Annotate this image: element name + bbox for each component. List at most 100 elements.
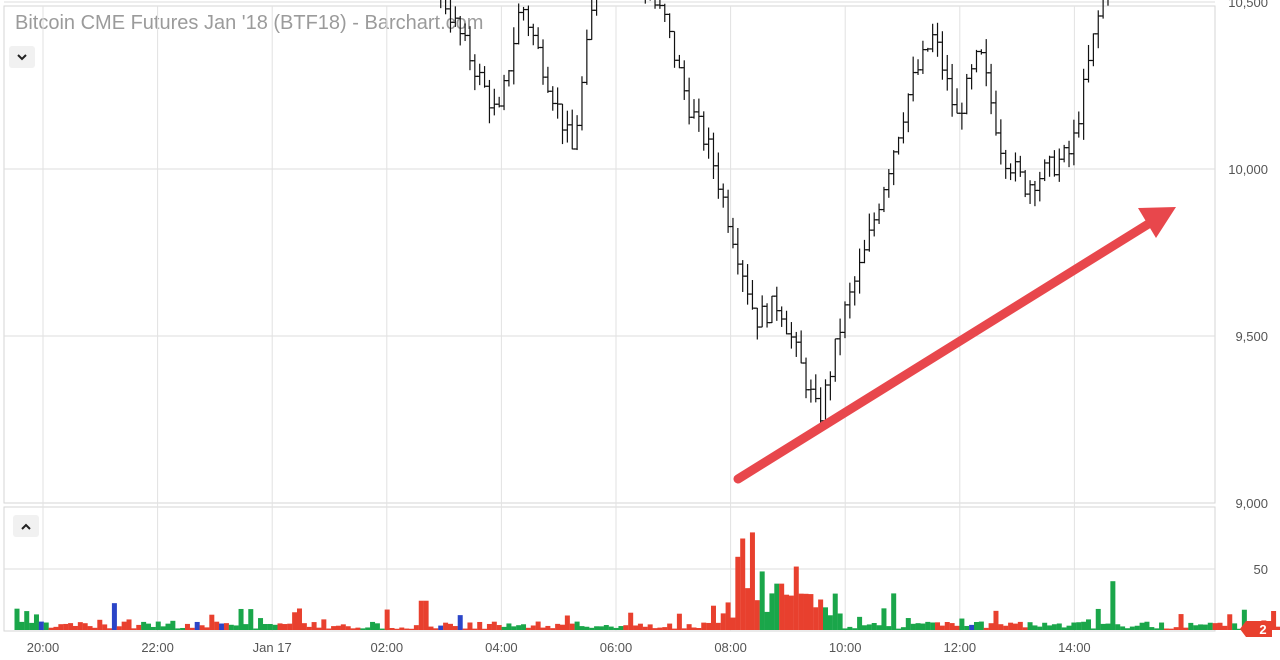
- volume-bar: [77, 622, 83, 630]
- volume-bar: [219, 623, 225, 630]
- ohlc-bar: [915, 59, 922, 75]
- volume-bar: [58, 624, 64, 630]
- volume-bar: [657, 627, 663, 630]
- volume-bar: [998, 624, 1004, 630]
- volume-bar: [779, 583, 785, 630]
- time-tick-label: Jan 17: [253, 640, 292, 655]
- volume-bar: [1071, 622, 1077, 630]
- volume-bar: [944, 622, 950, 630]
- volume-bar: [389, 627, 395, 630]
- ohlc-bar: [676, 54, 683, 69]
- volume-bar: [516, 625, 522, 630]
- volume-bar: [745, 588, 751, 630]
- time-tick-label: 06:00: [600, 640, 633, 655]
- ohlc-bar: [832, 338, 839, 382]
- volume-bar: [964, 625, 970, 630]
- volume-bar: [759, 571, 765, 630]
- ohlc-bar: [905, 93, 912, 133]
- price-tick-label: 9,500: [1235, 329, 1268, 344]
- volume-bar: [730, 617, 736, 630]
- volume-bar: [1056, 623, 1062, 630]
- ohlc-bar: [992, 90, 999, 136]
- ohlc-bar: [715, 152, 722, 199]
- ohlc-bar: [535, 27, 542, 50]
- ohlc-bar: [505, 69, 512, 87]
- volume-bar: [896, 628, 902, 630]
- volume-bar: [1144, 621, 1150, 630]
- volume-bar: [993, 610, 999, 630]
- volume-bar: [496, 625, 502, 630]
- volume-bar: [754, 600, 760, 630]
- volume-bar: [48, 627, 54, 630]
- volume-bar: [808, 594, 814, 630]
- volume-bar: [24, 611, 30, 630]
- ohlc-bar: [764, 303, 771, 328]
- volume-bar: [715, 622, 721, 630]
- volume-bar: [662, 627, 668, 630]
- ohlc-bar: [983, 39, 990, 87]
- volume-bar: [321, 619, 327, 630]
- volume-bar: [1227, 614, 1233, 630]
- volume-bar: [462, 628, 468, 630]
- volume-bar: [121, 621, 127, 630]
- ohlc-bar: [944, 54, 951, 91]
- volume-bar: [1212, 623, 1218, 630]
- volume-bar: [413, 625, 419, 630]
- volume-bar: [1012, 623, 1018, 630]
- volume-bar: [1139, 622, 1145, 630]
- volume-bar: [550, 628, 556, 630]
- volume-bar: [1134, 625, 1140, 630]
- volume-bar: [340, 624, 346, 630]
- ohlc-bar: [1100, 0, 1104, 19]
- ohlc-bar: [929, 23, 936, 53]
- volume-bar: [204, 627, 210, 630]
- collapse-price-pane-button[interactable]: [9, 46, 35, 68]
- volume-bar: [866, 624, 872, 630]
- volume-bar: [930, 622, 936, 630]
- volume-bar: [136, 624, 142, 630]
- volume-bar: [628, 612, 634, 630]
- volume-bar: [467, 622, 473, 630]
- volume-bar: [486, 623, 492, 630]
- volume-bar: [248, 609, 254, 630]
- volume-bar: [92, 627, 98, 630]
- ohlc-bar: [910, 56, 917, 102]
- volume-bar: [258, 618, 264, 630]
- ohlc-bar: [447, 0, 454, 33]
- volume-bar: [370, 621, 376, 630]
- ohlc-bar: [919, 40, 926, 74]
- volume-bar: [720, 613, 726, 630]
- volume-bar: [1003, 625, 1009, 630]
- volume-bar: [433, 628, 439, 630]
- ohlc-bar: [1017, 155, 1024, 177]
- time-tick-label: 14:00: [1058, 640, 1091, 655]
- ohlc-bar: [564, 110, 571, 143]
- ohlc-bar: [440, 0, 442, 9]
- volume-bar: [170, 620, 176, 630]
- volume-bar: [555, 623, 561, 630]
- volume-bar: [1120, 626, 1126, 630]
- ohlc-bar: [895, 136, 902, 155]
- ohlc-bar: [578, 76, 585, 131]
- collapse-volume-pane-button[interactable]: [13, 515, 39, 537]
- volume-bar: [647, 624, 653, 630]
- volume-bar: [1076, 622, 1082, 630]
- volume-bar: [788, 595, 794, 630]
- ohlc-bar: [476, 63, 483, 86]
- ohlc-bar: [900, 112, 907, 144]
- ohlc-bar: [963, 73, 970, 115]
- volume-bar: [404, 628, 410, 630]
- volume-bar: [832, 593, 838, 630]
- volume-bar: [19, 621, 25, 630]
- volume-bar: [443, 622, 449, 630]
- volume-bar: [920, 623, 926, 630]
- volume-bar: [905, 618, 911, 630]
- volume-bar: [535, 621, 541, 630]
- volume-bar: [68, 623, 74, 630]
- ohlc-bar: [681, 60, 688, 100]
- volume-bar: [691, 627, 697, 630]
- volume-bar: [306, 626, 312, 630]
- ohlc-bar: [783, 310, 790, 335]
- time-tick-label: 12:00: [944, 640, 977, 655]
